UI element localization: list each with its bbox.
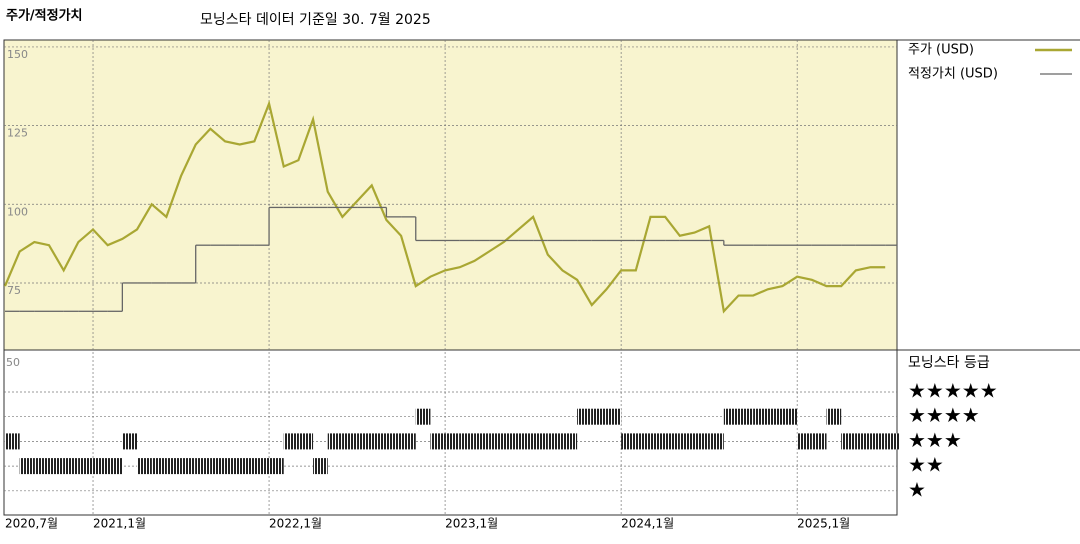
rating-bar xyxy=(885,433,900,450)
x-tick-label: 2023,1월 xyxy=(445,517,498,531)
rating-bar xyxy=(401,433,416,450)
rating-bar xyxy=(650,433,666,450)
rating-bar xyxy=(445,433,460,450)
rating-bar xyxy=(93,458,108,475)
rating-bar xyxy=(518,433,534,450)
rating-bar xyxy=(195,458,211,475)
y-tick-label: 100 xyxy=(7,205,28,218)
rating-bar xyxy=(5,433,20,450)
rating-bar xyxy=(357,433,372,450)
rating-bar xyxy=(709,433,724,450)
rating-bar xyxy=(239,458,255,475)
rating-bar xyxy=(767,408,783,425)
rating-bar xyxy=(415,408,431,425)
rating-bar xyxy=(386,433,402,450)
rating-bar xyxy=(562,433,578,450)
rating-label: ★★★ xyxy=(908,428,962,452)
x-tick-label: 2024,1월 xyxy=(621,517,674,531)
rating-bar xyxy=(166,458,182,475)
rating-bar xyxy=(621,433,636,450)
rating-bar xyxy=(459,433,475,450)
x-tick-label: 2021,1월 xyxy=(93,517,146,531)
rating-bar xyxy=(313,458,328,475)
price-line xyxy=(3,99,886,314)
chart-subtitle: 모닝스타 데이터 기준일 30. 7월 2025 xyxy=(200,12,431,28)
rating-bar xyxy=(474,433,490,450)
rating-bar xyxy=(78,458,94,475)
rating-bar xyxy=(577,408,592,425)
rating-bar xyxy=(137,458,152,475)
rating-bar xyxy=(283,433,299,450)
rating-bar xyxy=(870,433,886,450)
rating-bar xyxy=(225,458,240,475)
rating-title: 모닝스타 등급 xyxy=(908,355,990,371)
rating-label: ★★★★★ xyxy=(908,379,998,403)
y-tick-label: 75 xyxy=(7,284,21,297)
rating-bar xyxy=(298,433,314,450)
rating-bar xyxy=(855,433,871,450)
legend-label: 적정가치 (USD) xyxy=(908,67,998,82)
rating-bar xyxy=(547,433,563,450)
rating-bar xyxy=(489,433,504,450)
rating-bar xyxy=(533,433,548,450)
rating-bar xyxy=(430,433,446,450)
rating-bar xyxy=(738,408,754,425)
rating-bar xyxy=(210,458,226,475)
y-tick-label: 125 xyxy=(7,127,28,140)
rating-bar xyxy=(181,458,196,475)
rating-bar xyxy=(723,408,739,425)
rating-bar xyxy=(371,433,387,450)
rating-label: ★★ xyxy=(908,453,944,477)
rating-label: ★ xyxy=(908,477,926,501)
rating-bar xyxy=(63,458,79,475)
y-tick-label: 150 xyxy=(7,48,28,61)
rating-bar xyxy=(635,433,651,450)
rating-label: ★★★★ xyxy=(908,403,980,427)
rating-bar xyxy=(151,458,167,475)
plot-background xyxy=(4,40,897,350)
rating-bar xyxy=(694,433,710,450)
rating-bar xyxy=(841,433,856,450)
x-tick-label: 2022,1월 xyxy=(269,517,322,531)
rating-bar xyxy=(797,433,812,450)
rating-bar xyxy=(753,408,768,425)
rating-bar xyxy=(591,408,607,425)
rating-bar xyxy=(327,433,343,450)
legend-label: 주가 (USD) xyxy=(908,43,974,58)
rating-bar xyxy=(811,433,827,450)
rating-bar xyxy=(34,458,50,475)
rating-bar xyxy=(122,433,138,450)
chart-title: 주가/적정가치 xyxy=(6,8,83,24)
rating-bar xyxy=(254,458,270,475)
rating-bar xyxy=(665,433,680,450)
rating-bar xyxy=(503,433,519,450)
rating-bar xyxy=(826,408,842,425)
rating-bar xyxy=(49,458,64,475)
rating-bar xyxy=(606,408,622,425)
x-tick-label: 2020,7월 xyxy=(5,517,58,531)
rating-bar xyxy=(107,458,123,475)
rating-bar xyxy=(679,433,695,450)
rating-bar xyxy=(782,408,798,425)
rating-bar xyxy=(342,433,358,450)
rating-corner-label: 50 xyxy=(6,356,20,369)
rating-bar xyxy=(269,458,284,475)
rating-bar xyxy=(19,458,35,475)
x-tick-label: 2025,1월 xyxy=(797,517,850,531)
